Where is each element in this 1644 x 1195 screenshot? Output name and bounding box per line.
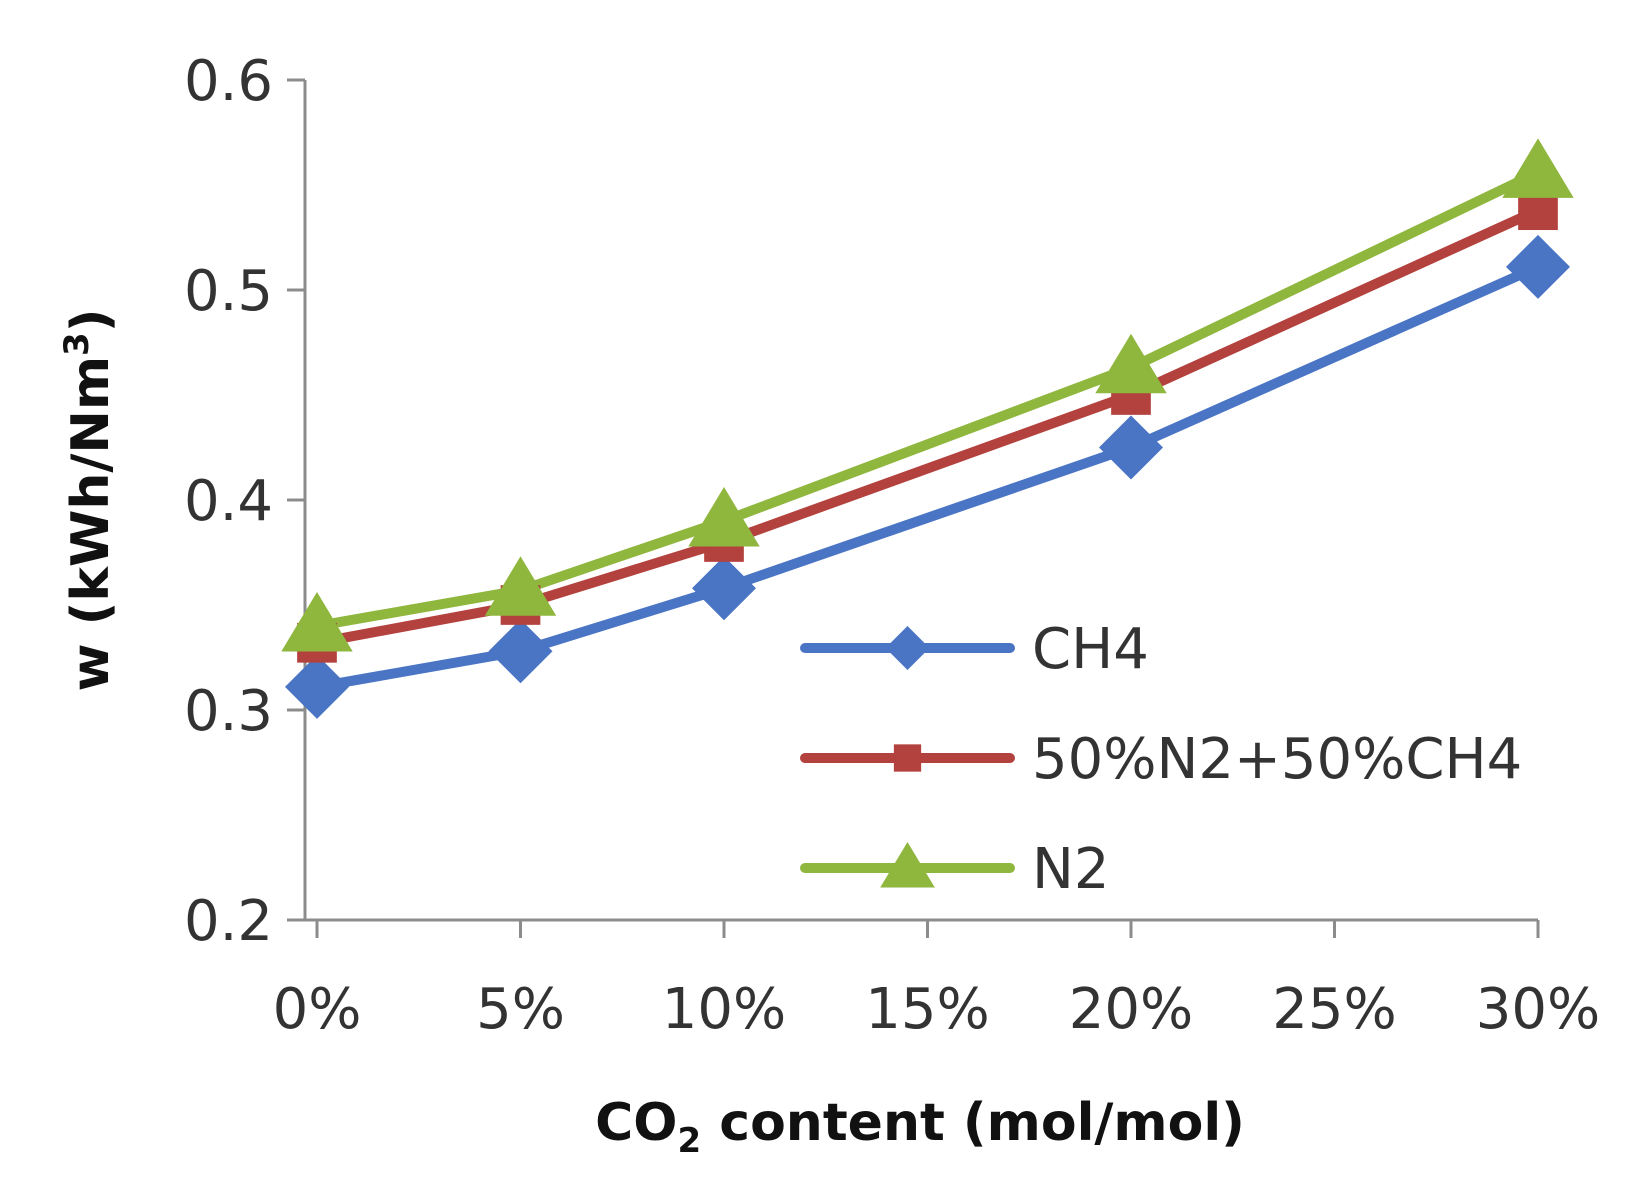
legend-label: N2 bbox=[1032, 837, 1110, 902]
data-point bbox=[1095, 333, 1167, 394]
series-markers bbox=[281, 138, 1574, 719]
x-tick-label: 15% bbox=[865, 977, 989, 1042]
x-tick-label: 30% bbox=[1476, 977, 1600, 1042]
legend-marker bbox=[893, 744, 922, 772]
x-tick-label: 5% bbox=[476, 977, 565, 1042]
x-axis-title: CO2 content (mol/mol) bbox=[595, 1093, 1245, 1161]
data-point bbox=[285, 654, 349, 719]
x-axis-title-subscript: 2 bbox=[677, 1121, 701, 1161]
data-point bbox=[281, 592, 353, 652]
legend-marker bbox=[880, 842, 935, 888]
x-tick-label: 20% bbox=[1069, 977, 1193, 1042]
series-line bbox=[312, 205, 1543, 648]
data-point bbox=[1502, 138, 1574, 198]
y-tick-label: 0.6 bbox=[184, 49, 273, 114]
x-axis-title-rest: content (mol/mol) bbox=[701, 1093, 1245, 1153]
x-tick-label: 0% bbox=[273, 977, 362, 1042]
data-point bbox=[1099, 415, 1163, 480]
axes bbox=[303, 80, 1538, 922]
x-tick-label: 25% bbox=[1272, 977, 1396, 1042]
y-axis-title-rest: ) bbox=[61, 309, 121, 333]
y-tick-label: 0.5 bbox=[184, 259, 273, 324]
legend-marker bbox=[885, 626, 930, 670]
series-line bbox=[312, 261, 1543, 692]
y-axis-title: w (kWh/Nm3) bbox=[57, 309, 121, 692]
y-tick-label: 0.2 bbox=[184, 889, 273, 954]
y-tick-label: 0.4 bbox=[184, 469, 273, 534]
data-point bbox=[484, 556, 557, 616]
y-axis-title-main: w (kWh/Nm bbox=[61, 356, 121, 692]
x-ticks: 0% 5% 10% 15% 20% 25% 30% bbox=[273, 920, 1600, 1042]
data-point bbox=[488, 619, 553, 684]
y-tick-label: 0.3 bbox=[184, 679, 273, 744]
legend-label: CH4 bbox=[1032, 617, 1149, 682]
data-point bbox=[688, 487, 760, 547]
y-ticks: 0.2 0.3 0.4 0.5 0.6 bbox=[184, 49, 305, 954]
series-line bbox=[312, 167, 1543, 631]
data-point bbox=[692, 556, 756, 621]
legend-label: 50%N2+50%CH4 bbox=[1032, 727, 1522, 792]
data-point bbox=[1506, 234, 1570, 299]
y-axis-title-superscript: 3 bbox=[57, 332, 97, 356]
legend: CH4 50%N2+50%CH4 N2 bbox=[800, 617, 1522, 902]
x-axis-title-main: CO bbox=[595, 1093, 677, 1153]
x-tick-label: 10% bbox=[662, 977, 786, 1042]
